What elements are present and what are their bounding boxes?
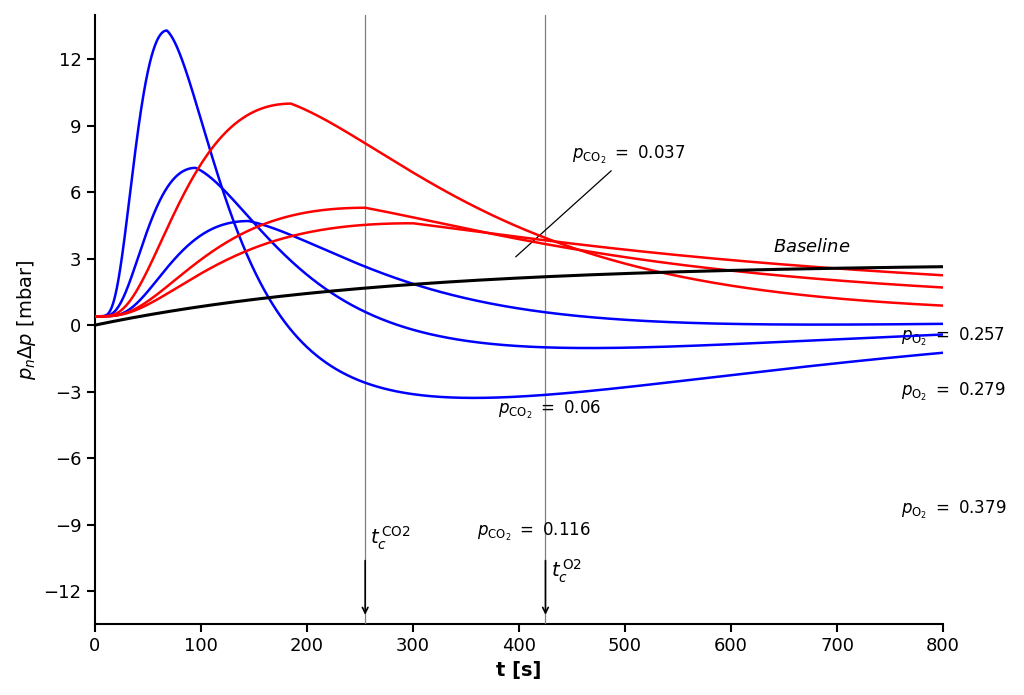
Text: $\mathit{p}_{\mathrm{O}_2}\ =\ 0.379$: $\mathit{p}_{\mathrm{O}_2}\ =\ 0.379$ [901,498,1007,521]
Text: $\mathit{Baseline}$: $\mathit{Baseline}$ [773,238,851,256]
Text: $\mathit{p}_{\mathrm{CO}_2}\ =\ 0.037$: $\mathit{p}_{\mathrm{CO}_2}\ =\ 0.037$ [516,144,685,257]
X-axis label: t [s]: t [s] [497,661,542,680]
Text: $\mathit{p}_{\mathrm{CO}_2}\ =\ 0.116$: $\mathit{p}_{\mathrm{CO}_2}\ =\ 0.116$ [476,521,590,543]
Text: $\mathit{p}_{\mathrm{CO}_2}\ =\ 0.06$: $\mathit{p}_{\mathrm{CO}_2}\ =\ 0.06$ [498,399,601,421]
Text: $\mathit{t}_c^{\,\mathrm{O2}}$: $\mathit{t}_c^{\,\mathrm{O2}}$ [551,558,582,585]
Y-axis label: $p_n \Delta p\ \mathrm{[mbar]}$: $p_n \Delta p\ \mathrm{[mbar]}$ [15,259,38,380]
Text: $\mathit{t}_c^{\,\mathrm{CO2}}$: $\mathit{t}_c^{\,\mathrm{CO2}}$ [371,525,412,552]
Text: $\mathit{p}_{\mathrm{O}_2}\ =\ 0.279$: $\mathit{p}_{\mathrm{O}_2}\ =\ 0.279$ [901,381,1006,403]
Text: $\mathit{p}_{\mathrm{O}_2}\ =\ 0.257$: $\mathit{p}_{\mathrm{O}_2}\ =\ 0.257$ [901,326,1004,348]
